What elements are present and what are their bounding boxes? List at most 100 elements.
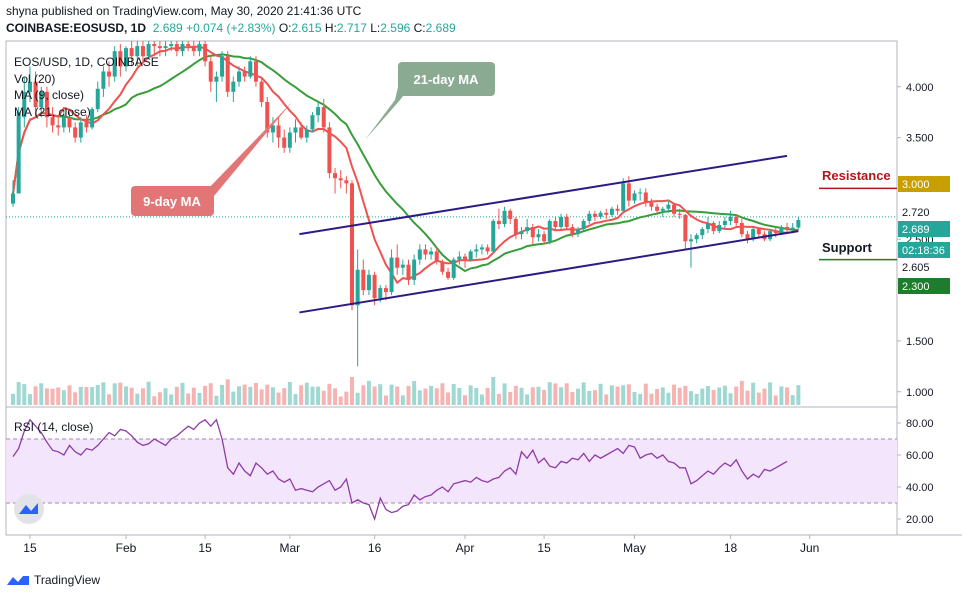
candle-body <box>276 125 281 138</box>
volume-bar <box>485 387 490 405</box>
channel-lower-line[interactable] <box>299 230 799 314</box>
candle-body <box>378 288 383 299</box>
candle-body <box>756 229 761 235</box>
candle <box>163 41 168 57</box>
candle-body <box>56 125 61 128</box>
candle-body <box>333 173 338 179</box>
volume-bar <box>338 396 343 405</box>
channel-upper-line[interactable] <box>299 154 788 236</box>
candle-body <box>677 213 682 215</box>
candle <box>78 117 83 143</box>
candle-body <box>372 274 377 299</box>
candle <box>683 213 688 250</box>
volume-bar <box>231 391 236 405</box>
price-badge: 02:18:36 <box>898 242 950 258</box>
volume-bar <box>711 390 716 405</box>
rsi-tick-label: 60.00 <box>906 450 934 462</box>
candle-body <box>649 202 654 207</box>
volume-bar <box>463 395 467 405</box>
price-tick-label: 3.500 <box>906 133 934 145</box>
legend-volume: Vol (20) <box>14 72 55 86</box>
candle <box>33 71 38 118</box>
footer[interactable]: TradingView <box>6 571 100 589</box>
volume-bar <box>248 386 253 405</box>
candle <box>124 46 128 72</box>
trend-channel[interactable] <box>299 154 799 314</box>
volume-bar <box>265 384 270 405</box>
candle-body <box>689 239 693 242</box>
volume-bar <box>389 384 394 405</box>
volume-bar <box>417 390 422 405</box>
candle <box>496 208 501 230</box>
candle <box>440 259 445 275</box>
candle-body <box>626 183 631 201</box>
candle-body <box>666 204 671 209</box>
candle-body <box>73 127 78 138</box>
ma9-callout[interactable]: 9-day MA <box>131 102 292 216</box>
candle <box>129 41 134 67</box>
candle-body <box>220 56 225 77</box>
candle <box>672 202 677 217</box>
price-badge-bg <box>898 259 950 275</box>
candle <box>711 220 716 235</box>
candle <box>677 208 682 219</box>
volume-bar <box>694 393 699 405</box>
candle <box>564 213 569 230</box>
candle <box>118 44 123 77</box>
candle-body <box>321 107 326 128</box>
volume-bar <box>321 390 326 405</box>
candle-body <box>785 227 790 230</box>
candle-body <box>39 91 44 108</box>
candle <box>649 198 654 211</box>
candle <box>739 218 744 238</box>
volume-bar <box>621 385 626 405</box>
candle-body <box>237 71 241 82</box>
volume-bar <box>722 385 727 405</box>
volume-bar <box>372 386 377 405</box>
candle <box>406 259 411 285</box>
volume-bar <box>61 390 66 405</box>
volume-bar <box>451 384 456 405</box>
volume-bar <box>355 392 360 405</box>
candle-body <box>265 102 270 133</box>
ma21-callout[interactable]: 21-day MA <box>365 62 495 140</box>
candle-body <box>576 229 580 235</box>
volume-bar <box>107 394 112 405</box>
candle-body <box>50 117 55 126</box>
change-value: +0.074 (+2.83%) <box>186 21 276 35</box>
candle-body <box>655 206 660 211</box>
candle-body <box>739 222 744 235</box>
time-tick-label: Feb <box>116 541 137 555</box>
candle <box>27 66 32 102</box>
volume-bar <box>536 386 541 405</box>
candle <box>225 51 230 97</box>
volume-bar <box>785 387 790 405</box>
volume-bar <box>253 382 258 405</box>
volume-bar <box>564 383 569 405</box>
volume-bar <box>361 385 366 405</box>
candle-body <box>711 222 716 232</box>
volume-bar <box>434 388 439 405</box>
volume-bar <box>22 384 27 405</box>
volume-bar <box>446 392 451 405</box>
candle-body <box>479 247 484 250</box>
volume-bar <box>129 387 134 405</box>
candle-body <box>440 261 445 272</box>
time-tick-label: Jun <box>800 541 819 555</box>
volume-bar <box>327 383 332 405</box>
candle <box>174 41 179 57</box>
candle-body <box>67 117 72 128</box>
time-tick-label: May <box>623 541 646 555</box>
candle-body <box>796 220 801 228</box>
candle-body <box>559 216 564 228</box>
volume-bar <box>140 388 145 405</box>
volume-bar <box>299 385 304 405</box>
candle <box>728 210 733 226</box>
time-tick-label: Mar <box>280 541 301 555</box>
candle <box>197 41 202 57</box>
volume-bar <box>739 380 744 405</box>
candle-body <box>383 288 388 293</box>
time-tick-label: 15 <box>537 541 551 555</box>
volume-bar <box>146 381 151 405</box>
